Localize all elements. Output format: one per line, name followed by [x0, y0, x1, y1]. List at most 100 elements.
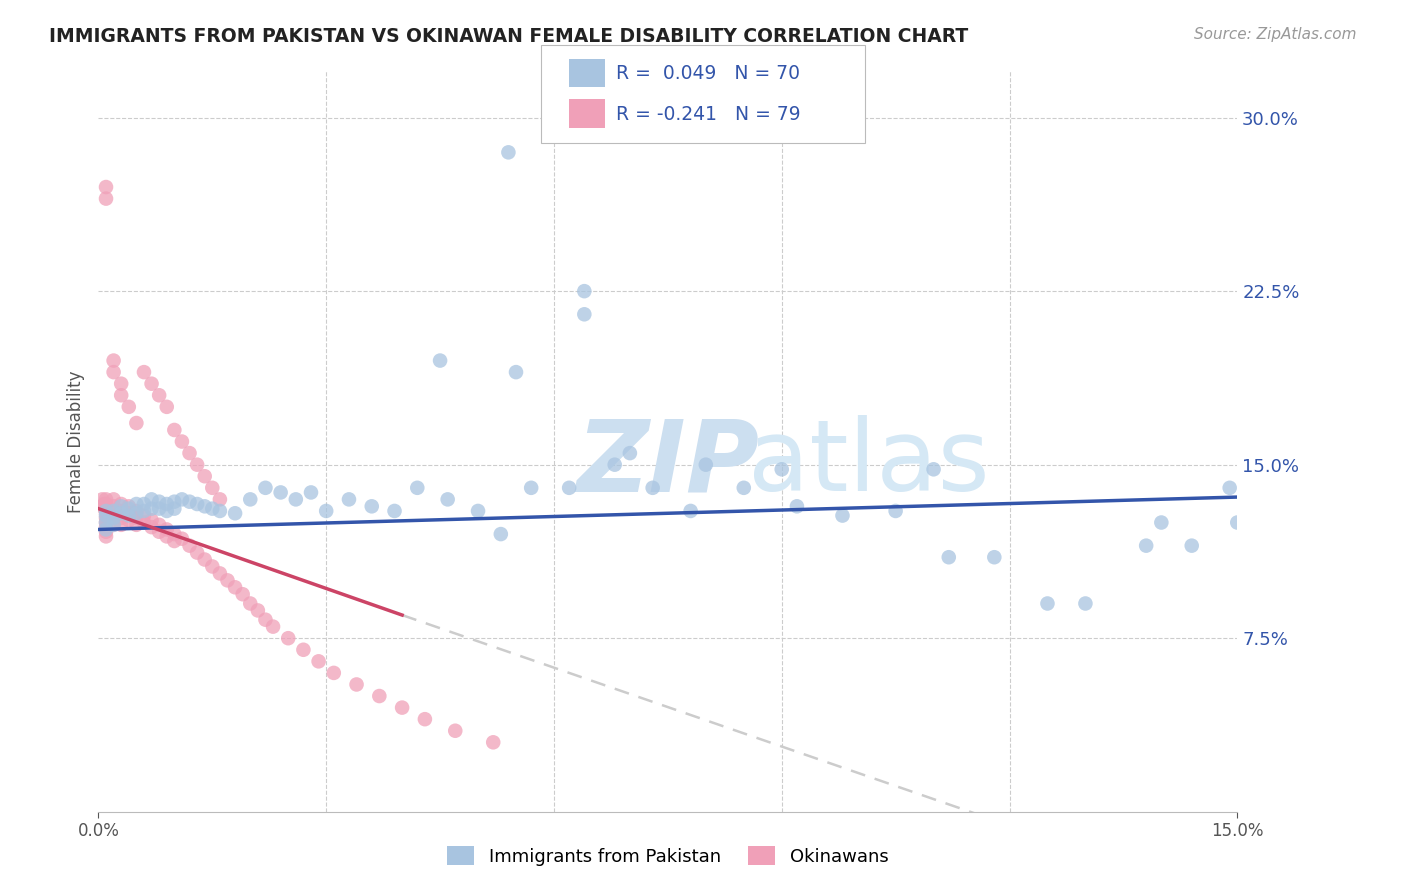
Text: IMMIGRANTS FROM PAKISTAN VS OKINAWAN FEMALE DISABILITY CORRELATION CHART: IMMIGRANTS FROM PAKISTAN VS OKINAWAN FEM… [49, 27, 969, 45]
Point [505, 365, 527, 379]
Point [406, 481, 429, 495]
Point [170, 532, 193, 546]
Point [574, 284, 596, 298]
Text: ZIP: ZIP [576, 416, 759, 512]
Point [938, 550, 960, 565]
Point [125, 416, 148, 430]
Point [94, 192, 117, 206]
Point [983, 550, 1005, 565]
Point [262, 619, 284, 633]
Point [337, 492, 360, 507]
Point [110, 504, 132, 518]
Point [194, 552, 217, 566]
Point [125, 511, 148, 525]
Point [103, 517, 125, 532]
Point [110, 388, 132, 402]
Point [141, 513, 163, 527]
Point [148, 501, 170, 516]
Point [679, 504, 702, 518]
Point [770, 462, 793, 476]
Point [118, 513, 141, 527]
Point [429, 353, 451, 368]
Point [270, 485, 292, 500]
Point [489, 527, 512, 541]
Point [201, 559, 224, 574]
Point [315, 504, 337, 518]
Point [194, 500, 217, 514]
Point [695, 458, 717, 472]
Point [94, 516, 117, 530]
Point [641, 481, 664, 495]
Point [201, 501, 224, 516]
Point [1150, 516, 1173, 530]
Point [132, 504, 155, 518]
Point [94, 529, 117, 543]
Point [132, 497, 155, 511]
Point [360, 500, 382, 514]
Point [103, 517, 125, 532]
Point [118, 500, 141, 514]
Point [103, 506, 125, 520]
Text: atlas: atlas [748, 416, 990, 512]
Point [125, 517, 148, 532]
Point [125, 504, 148, 518]
Point [141, 376, 163, 391]
Point [277, 631, 299, 645]
Point [148, 494, 170, 508]
Point [603, 458, 626, 472]
Point [156, 529, 179, 543]
Point [619, 446, 641, 460]
Point [733, 481, 755, 495]
Point [368, 689, 391, 703]
Point [194, 469, 217, 483]
Text: R = -0.241   N = 79: R = -0.241 N = 79 [616, 104, 800, 124]
Point [520, 481, 543, 495]
Point [156, 504, 179, 518]
Y-axis label: Female Disability: Female Disability [66, 370, 84, 513]
Point [132, 516, 155, 530]
Point [246, 603, 269, 617]
Point [558, 481, 581, 495]
Text: Source: ZipAtlas.com: Source: ZipAtlas.com [1194, 27, 1357, 42]
Text: R =  0.049   N = 70: R = 0.049 N = 70 [616, 63, 800, 83]
Point [103, 365, 125, 379]
Point [94, 506, 117, 520]
Point [922, 462, 945, 476]
Point [413, 712, 436, 726]
Point [208, 504, 231, 518]
Point [118, 506, 141, 520]
Point [186, 545, 208, 560]
Point [94, 504, 117, 518]
Point [284, 492, 307, 507]
Point [110, 497, 132, 511]
Point [574, 307, 596, 321]
Point [125, 506, 148, 520]
Point [786, 500, 808, 514]
Point [1074, 597, 1097, 611]
Point [132, 365, 155, 379]
Point [103, 353, 125, 368]
Point [239, 492, 262, 507]
Point [1226, 516, 1249, 530]
Point [94, 508, 117, 523]
Point [186, 497, 208, 511]
Point [91, 492, 114, 507]
Point [201, 481, 224, 495]
Point [103, 500, 125, 514]
Point [156, 497, 179, 511]
Point [118, 400, 141, 414]
Point [1036, 597, 1059, 611]
Point [110, 506, 132, 520]
Point [94, 180, 117, 194]
Point [299, 485, 322, 500]
Point [254, 481, 277, 495]
Point [163, 501, 186, 516]
Point [179, 446, 201, 460]
Point [179, 539, 201, 553]
Point [232, 587, 254, 601]
Point [110, 511, 132, 525]
Point [1219, 481, 1241, 495]
Point [94, 524, 117, 539]
Point [322, 665, 344, 680]
Point [467, 504, 489, 518]
